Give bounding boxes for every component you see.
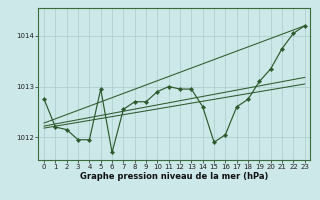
X-axis label: Graphe pression niveau de la mer (hPa): Graphe pression niveau de la mer (hPa) [80, 172, 268, 181]
